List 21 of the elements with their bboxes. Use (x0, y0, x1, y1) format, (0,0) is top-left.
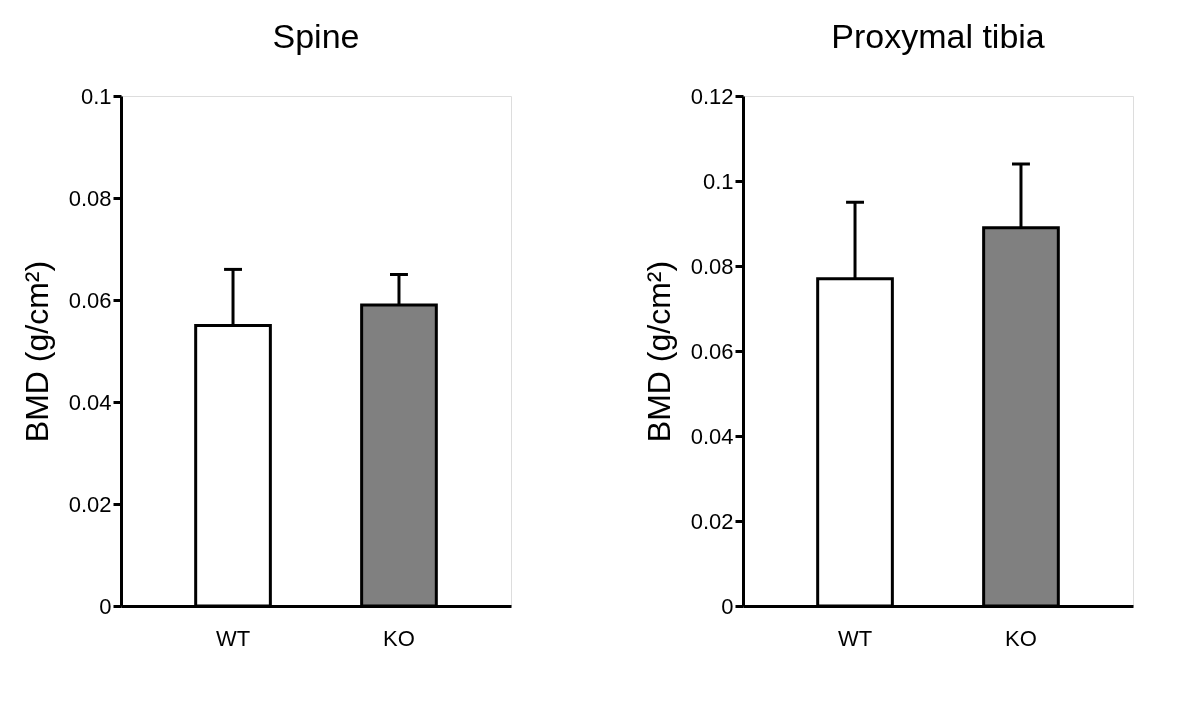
y-tick-label: 0.1 (702, 168, 734, 194)
y-tick-label: 0.04 (690, 423, 734, 449)
y-tick-label: 0.06 (68, 287, 112, 313)
x-tick-label: WT (215, 625, 251, 651)
y-tick-label: 0.08 (690, 253, 734, 279)
y-tick-label: 0 (721, 593, 734, 619)
y-tick-label: 0.08 (68, 185, 112, 211)
y-tick-label: 0.06 (690, 338, 734, 364)
y-tick-label: 0.1 (80, 83, 112, 109)
y-axis-title: BMD (g/cm²) (640, 260, 677, 443)
chart-title: Spine (272, 17, 360, 55)
x-tick-label: KO (383, 625, 415, 651)
y-tick-label: 0.02 (68, 491, 112, 517)
y-tick-label: 0.04 (68, 389, 112, 415)
chart-title: Proxymal tibia (831, 17, 1045, 55)
x-tick-label: KO (1005, 625, 1037, 651)
y-tick-label: 0.02 (690, 508, 734, 534)
y-tick-label: 0.12 (690, 83, 734, 109)
y-tick-label: 0 (99, 593, 112, 619)
y-axis-title: BMD (g/cm²) (18, 260, 55, 443)
x-tick-label: WT (837, 625, 873, 651)
